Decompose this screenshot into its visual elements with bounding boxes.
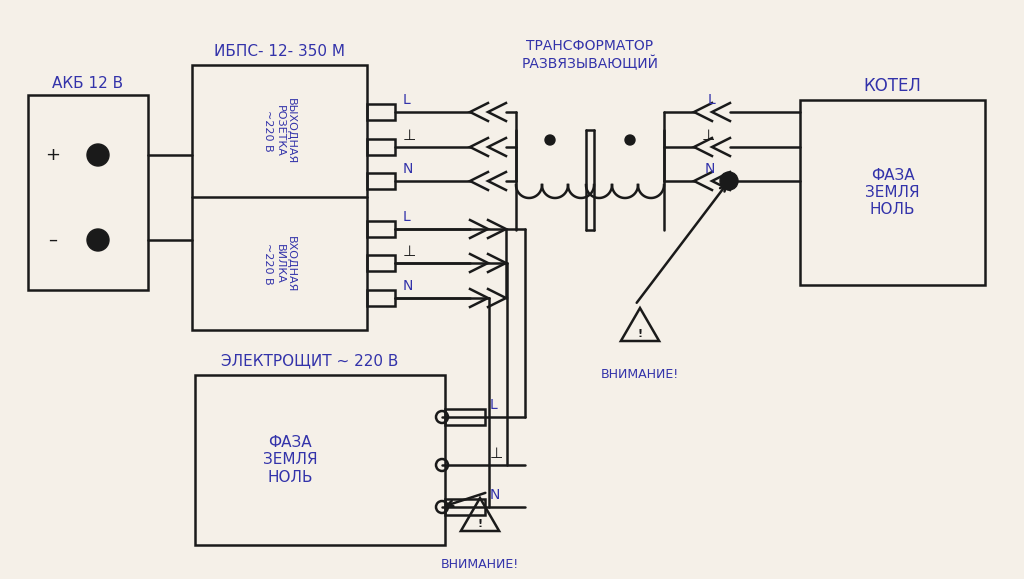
Bar	[195, 375, 445, 545]
Text: N: N	[705, 162, 715, 176]
Text: L: L	[403, 210, 411, 224]
Text: ⊥: ⊥	[403, 244, 416, 258]
Bar	[193, 65, 367, 330]
Bar	[28, 95, 148, 290]
Text: ФАЗА
ЗЕМЛЯ
НОЛЬ: ФАЗА ЗЕМЛЯ НОЛЬ	[865, 167, 920, 217]
Text: –: –	[48, 231, 57, 249]
Circle shape	[87, 229, 109, 251]
Text: L: L	[708, 93, 715, 107]
Circle shape	[625, 135, 635, 145]
Text: КОТЕЛ: КОТЕЛ	[863, 77, 922, 95]
Text: +: +	[45, 146, 60, 164]
Text: L: L	[490, 398, 498, 412]
Text: ВХОДНАЯ
ВИЛКА
~220 В: ВХОДНАЯ ВИЛКА ~220 В	[263, 236, 296, 292]
Bar	[367, 139, 395, 155]
Bar	[367, 221, 395, 237]
Bar	[367, 290, 395, 306]
Text: ⊥: ⊥	[701, 127, 715, 142]
Circle shape	[545, 135, 555, 145]
Text: !: !	[637, 329, 643, 339]
Text: ВЫХОДНАЯ
РОЗЕТКА
~220 В: ВЫХОДНАЯ РОЗЕТКА ~220 В	[263, 98, 296, 164]
Text: ВНИМАНИЕ!: ВНИМАНИЕ!	[601, 368, 679, 382]
Text: !: !	[477, 519, 482, 529]
Text: ЭЛЕКТРОЩИТ ~ 220 В: ЭЛЕКТРОЩИТ ~ 220 В	[221, 354, 398, 368]
Text: ИБПС- 12- 350 М: ИБПС- 12- 350 М	[214, 43, 345, 58]
Text: ⊥: ⊥	[490, 445, 503, 460]
Bar	[445, 499, 485, 515]
Text: АКБ 12 В: АКБ 12 В	[52, 75, 124, 90]
Text: ТРАНСФОРМАТОР
РАЗВЯЗЫВАЮЩИЙ: ТРАНСФОРМАТОР РАЗВЯЗЫВАЮЩИЙ	[521, 39, 658, 71]
Bar	[800, 100, 985, 285]
Text: N: N	[403, 162, 414, 176]
Bar	[445, 409, 485, 425]
Circle shape	[87, 144, 109, 166]
Text: ФАЗА
ЗЕМЛЯ
НОЛЬ: ФАЗА ЗЕМЛЯ НОЛЬ	[263, 435, 317, 485]
Text: N: N	[490, 488, 501, 502]
Bar	[367, 255, 395, 271]
Bar	[367, 104, 395, 120]
Text: ⊥: ⊥	[403, 127, 416, 142]
Text: L: L	[403, 93, 411, 107]
Text: N: N	[403, 279, 414, 293]
Bar	[367, 173, 395, 189]
Text: ВНИМАНИЕ!: ВНИМАНИЕ!	[441, 559, 519, 571]
Circle shape	[720, 172, 738, 190]
